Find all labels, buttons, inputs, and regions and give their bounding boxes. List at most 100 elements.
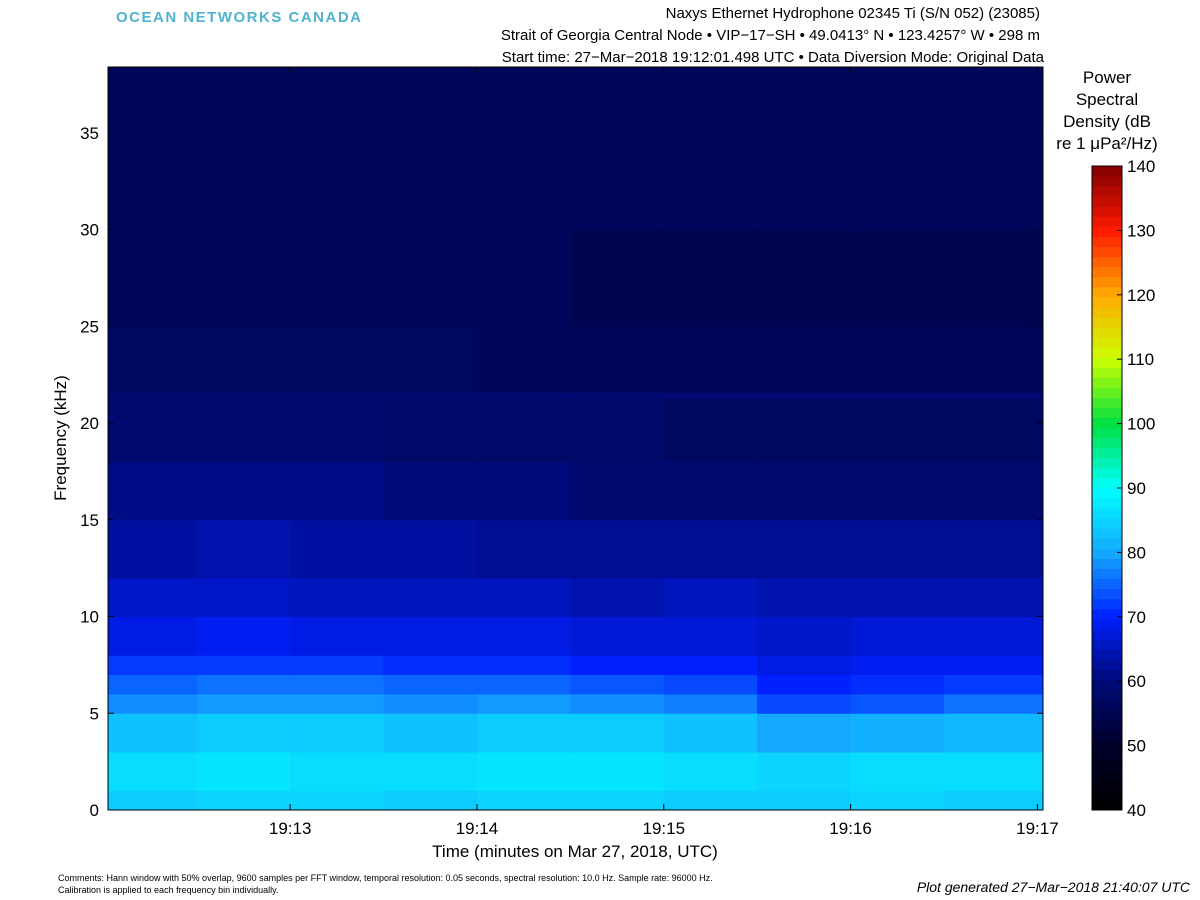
heatmap-cell xyxy=(196,461,291,521)
colorbar-step xyxy=(1092,759,1122,771)
colorbar-step xyxy=(1092,498,1122,509)
x-tick-label: 19:15 xyxy=(642,819,685,838)
heatmap-cell xyxy=(196,790,291,811)
colorbar-step xyxy=(1092,649,1122,660)
heatmap-cell xyxy=(476,577,571,618)
heatmap-cell xyxy=(757,229,852,327)
heatmap-cell xyxy=(757,577,852,618)
heatmap-cell xyxy=(663,519,758,579)
heatmap-cell xyxy=(757,461,852,521)
heatmap-cell xyxy=(108,229,198,327)
heatmap-cell xyxy=(663,397,758,463)
comment: Calibration is applied to each frequency… xyxy=(58,885,278,895)
heatmap-cell xyxy=(383,790,478,811)
colorbar-step xyxy=(1092,799,1122,811)
colorbar-step xyxy=(1092,749,1122,761)
heatmap-cell xyxy=(663,326,758,393)
colorbar-step xyxy=(1092,699,1122,710)
colorbar-step xyxy=(1092,588,1122,600)
heatmap-cell xyxy=(196,577,291,618)
heatmap-cell xyxy=(663,751,758,792)
heatmap-cell xyxy=(850,790,945,811)
heatmap-cell xyxy=(570,392,665,399)
y-tick-label: 5 xyxy=(90,704,99,723)
heatmap-cell xyxy=(290,693,385,714)
heatmap-cell xyxy=(943,790,1044,811)
heatmap-cell xyxy=(196,713,291,753)
x-tick-label: 19:13 xyxy=(269,819,312,838)
heatmap-cell xyxy=(108,326,198,393)
colorbar-step xyxy=(1092,367,1122,378)
heatmap-cell xyxy=(570,674,665,695)
heatmap-cell xyxy=(570,461,665,521)
colorbar-step xyxy=(1092,447,1122,459)
heatmap-cell xyxy=(943,577,1044,618)
heatmap-cell xyxy=(476,461,571,521)
heatmap-cell xyxy=(850,655,945,676)
y-tick-label: 25 xyxy=(80,317,99,336)
colorbar-step xyxy=(1092,226,1122,237)
colorbar-step xyxy=(1092,568,1122,580)
colorbar-step xyxy=(1092,306,1122,318)
colorbar-step xyxy=(1092,347,1122,358)
heatmap-cell xyxy=(196,616,291,656)
heatmap-cell xyxy=(196,67,291,231)
colorbar-step xyxy=(1092,457,1122,469)
heatmap-cell xyxy=(663,616,758,656)
heatmap-cell xyxy=(196,674,291,695)
heatmap-cell xyxy=(757,326,852,393)
x-tick-label: 19:14 xyxy=(456,819,499,838)
heatmap-cell xyxy=(108,397,198,463)
heatmap-cell xyxy=(476,693,571,714)
colorbar-step xyxy=(1092,739,1122,751)
heatmap-cell xyxy=(757,67,852,231)
logo: OCEAN NETWORKS CANADA xyxy=(116,9,363,26)
colorbar-step xyxy=(1092,186,1122,197)
heatmap-cell xyxy=(196,693,291,714)
colorbar-step xyxy=(1092,316,1122,328)
heatmap-cell xyxy=(943,655,1044,676)
colorbar-tick-label: 120 xyxy=(1127,286,1155,305)
heatmap-cell xyxy=(108,790,198,811)
colorbar-tick-label: 140 xyxy=(1127,157,1155,176)
colorbar-step xyxy=(1092,608,1122,620)
heatmap-cell xyxy=(196,655,291,676)
heatmap-cell xyxy=(476,616,571,656)
heatmap-cell xyxy=(196,326,291,393)
colorbar-label: Density (dB xyxy=(1063,112,1151,131)
heatmap-cell xyxy=(850,751,945,792)
heatmap-cell xyxy=(290,616,385,656)
generated-note: Plot generated 27−Mar−2018 21:40:07 UTC xyxy=(917,879,1191,895)
colorbar-step xyxy=(1092,296,1122,308)
colorbar-step xyxy=(1092,719,1122,730)
colorbar-step xyxy=(1092,327,1122,338)
y-tick-label: 10 xyxy=(80,608,99,627)
heatmap-cell xyxy=(943,397,1044,463)
x-axis-label: Time (minutes on Mar 27, 2018, UTC) xyxy=(432,842,718,861)
comment: Comments: Hann window with 50% overlap, … xyxy=(58,873,713,883)
colorbar-step xyxy=(1092,638,1122,650)
colorbar-step xyxy=(1092,538,1122,549)
heatmap-cell xyxy=(290,461,385,521)
colorbar-step xyxy=(1092,789,1122,801)
colorbar-step xyxy=(1092,477,1122,489)
title-line: Naxys Ethernet Hydrophone 02345 Ti (S/N … xyxy=(666,5,1040,22)
colorbar-step xyxy=(1092,508,1122,519)
colorbar-step xyxy=(1092,417,1122,429)
colorbar-step xyxy=(1092,618,1122,630)
heatmap-cell xyxy=(196,519,291,579)
heatmap-cell xyxy=(757,674,852,695)
heatmap-cell xyxy=(383,326,478,393)
heatmap-cell xyxy=(850,519,945,579)
colorbar-step xyxy=(1092,779,1122,791)
colorbar-step xyxy=(1092,216,1122,227)
colorbar-label: Spectral xyxy=(1076,90,1138,109)
colorbar-step xyxy=(1092,427,1122,439)
colorbar-step xyxy=(1092,729,1122,741)
heatmap-cell xyxy=(476,519,571,579)
colorbar-tick-label: 90 xyxy=(1127,479,1146,498)
heatmap-cell xyxy=(108,519,198,579)
title-line: Strait of Georgia Central Node • VIP−17−… xyxy=(501,27,1040,44)
heatmap-cell xyxy=(850,67,945,231)
